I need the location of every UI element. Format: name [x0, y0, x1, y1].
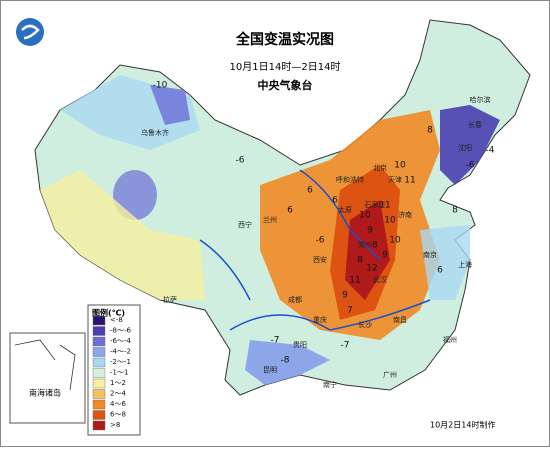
legend-title: 图例(℃) [92, 308, 125, 318]
agency: 中央气象台 [258, 78, 313, 92]
region-cool-south [245, 340, 330, 385]
legend-swatch [92, 347, 106, 357]
city-label: 济南 [398, 210, 412, 219]
city-label: 乌鲁木齐 [141, 128, 169, 137]
temp-value: 6 [307, 186, 313, 196]
temp-value: 9 [367, 226, 373, 236]
legend-label: -1～1 [110, 369, 128, 377]
city-label: 郑州 [358, 241, 372, 249]
legend-swatch [92, 357, 106, 368]
temp-value: 6 [437, 266, 443, 276]
temp-value: 11 [349, 276, 360, 286]
city-label: 南昌 [393, 315, 407, 324]
city-label: 成都 [288, 295, 302, 304]
city-label: 呼和浩特 [336, 175, 364, 184]
legend-label: 2～4 [110, 390, 126, 398]
temp-value: -4 [486, 146, 495, 156]
city-label: 北京 [373, 163, 387, 172]
labels: <-8 -8～-6 -6～-4 -4～-2 -2～-1 -1～1 1～2 2～4 4～6 6～8 >… [92, 81, 495, 431]
legend-swatch [92, 368, 106, 378]
inset-box [9, 332, 86, 424]
temp-value: -8 [281, 356, 290, 366]
logo [16, 18, 44, 46]
temp-value: -6 [466, 161, 475, 171]
rivers [199, 169, 431, 331]
region-mild [40, 170, 205, 300]
city-label: 重庆 [313, 315, 327, 324]
legend-swatch [92, 336, 106, 347]
city-label: 南宁 [323, 380, 337, 389]
region-cool-east [420, 225, 470, 300]
city-label: 广州 [383, 370, 397, 379]
temp-value: 8 [372, 241, 378, 251]
temp-value: -7 [341, 341, 350, 351]
temp-value: 11 [379, 201, 390, 211]
city-label: 兰州 [263, 215, 277, 224]
inset-coast [14, 339, 76, 391]
legend-swatch [92, 410, 106, 420]
temp-value: 6 [332, 196, 338, 206]
city-label: 昆明 [263, 366, 277, 374]
city-label: 天津 [388, 176, 402, 184]
temp-value: 10 [394, 161, 406, 171]
temp-value: 12 [366, 264, 377, 274]
legend-swatch [92, 399, 106, 410]
temp-value: -10 [153, 81, 168, 91]
legend-swatch [92, 326, 106, 336]
city-label: 哈尔滨 [470, 95, 491, 104]
legend-swatch [92, 389, 106, 399]
city-label: 西宁 [238, 220, 252, 229]
temp-value: 11 [404, 176, 415, 186]
legend-label: 1～2 [110, 379, 126, 387]
legend-label: >8 [110, 421, 120, 429]
city-label: 太原 [338, 205, 352, 214]
region-hottest [345, 200, 390, 300]
temp-value: -6 [236, 156, 245, 166]
legend-swatch [92, 420, 106, 431]
title: 全国变温实况图 [235, 31, 334, 48]
city-label: 武汉 [373, 275, 387, 284]
city-label: 贵阳 [293, 340, 307, 349]
temp-value: 8 [357, 256, 363, 266]
legend-label: -2～-1 [110, 358, 131, 366]
legend-swatch [92, 315, 106, 326]
temp-value: 7 [347, 306, 353, 316]
logo-mark [21, 24, 40, 40]
temp-value: 6 [287, 206, 293, 216]
legend-label: -6～-4 [110, 337, 132, 345]
temp-value: 10 [384, 216, 396, 226]
temp-value: -7 [271, 336, 280, 346]
inset-label: 南海诸岛 [29, 388, 61, 398]
legend-label: <-8 [110, 316, 123, 324]
region-coldest [440, 105, 500, 185]
temp-value: -6 [316, 236, 325, 246]
city-label: 上海 [458, 260, 472, 269]
legend-label: 6～8 [110, 411, 126, 419]
city-label: 南京 [423, 250, 437, 259]
temp-value: 10 [359, 211, 371, 221]
city-label: 拉萨 [163, 295, 177, 304]
legend-swatch [92, 378, 106, 389]
legend-label: -4～-2 [110, 348, 131, 356]
region-cold [113, 170, 157, 220]
city-label: 石家庄 [365, 200, 386, 209]
subtitle: 10月1日14时—2日14时 [230, 61, 341, 73]
city-label: 沈阳 [458, 143, 472, 152]
city-label: 福州 [443, 335, 457, 344]
temp-value: 8 [427, 126, 433, 136]
city-label: 长春 [468, 120, 482, 129]
temp-value: 9 [342, 291, 348, 301]
city-label: 西安 [313, 255, 327, 264]
temp-value: 9 [382, 251, 388, 261]
region-cold [150, 85, 190, 125]
legend-label: -8～-6 [110, 327, 132, 335]
legend-label: 4～6 [110, 400, 126, 408]
footer: 10月2日14时制作 [430, 420, 495, 430]
temp-value: 8 [452, 206, 458, 216]
city-label: 长沙 [358, 320, 372, 329]
temp-value: 10 [389, 236, 401, 246]
